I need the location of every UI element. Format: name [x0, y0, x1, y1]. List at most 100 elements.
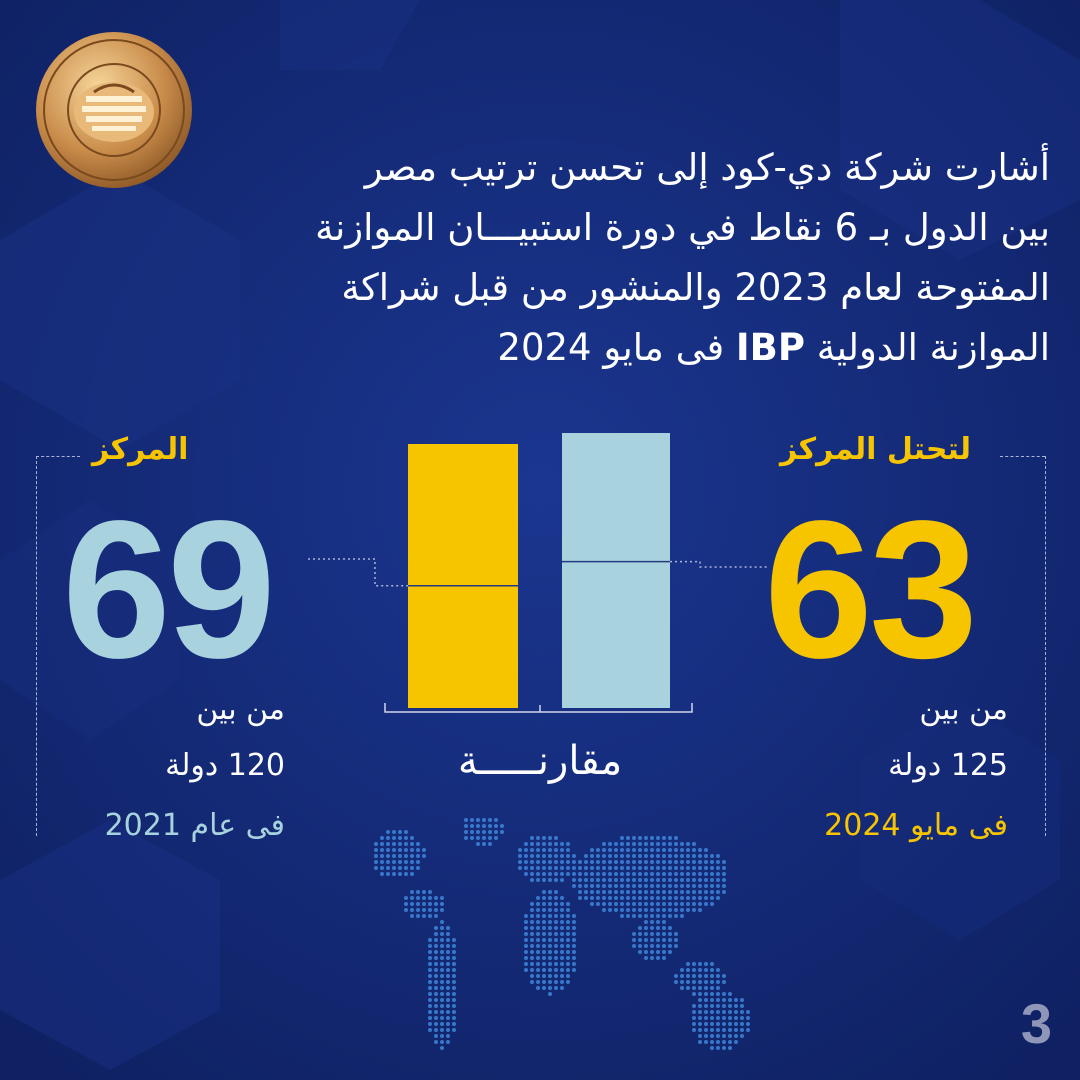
map-dot — [530, 878, 534, 882]
map-dot — [446, 1004, 450, 1008]
map-dot — [668, 890, 672, 894]
map-dot — [644, 836, 648, 840]
map-dot — [692, 1022, 696, 1026]
map-dot — [650, 932, 654, 936]
map-dot — [638, 932, 642, 936]
headline-line-4-start: الموازنة الدولية — [816, 326, 1050, 369]
map-dot — [398, 842, 402, 846]
map-dot — [440, 992, 444, 996]
map-dot — [410, 908, 414, 912]
map-dot — [710, 962, 714, 966]
map-dot — [488, 818, 492, 822]
map-dot — [602, 878, 606, 882]
map-dot — [542, 986, 546, 990]
map-dot — [530, 932, 534, 936]
map-dot — [398, 848, 402, 852]
map-dot — [440, 938, 444, 942]
map-dot — [608, 842, 612, 846]
map-dot — [656, 950, 660, 954]
map-dot — [566, 908, 570, 912]
map-dot — [542, 980, 546, 984]
map-dot — [722, 1040, 726, 1044]
map-dot — [524, 962, 528, 966]
map-dot — [656, 938, 660, 942]
map-dot — [722, 878, 726, 882]
map-dot — [446, 974, 450, 978]
map-dot — [452, 1016, 456, 1020]
map-dot — [722, 1004, 726, 1008]
map-dot — [404, 854, 408, 858]
map-dot — [590, 866, 594, 870]
map-dot — [686, 860, 690, 864]
map-dot — [626, 854, 630, 858]
map-dot — [446, 932, 450, 936]
map-dot — [548, 902, 552, 906]
map-dot — [602, 908, 606, 912]
map-dot — [656, 920, 660, 924]
map-dot — [692, 866, 696, 870]
map-dot — [440, 968, 444, 972]
map-dot — [602, 854, 606, 858]
map-dot — [542, 866, 546, 870]
map-dot — [680, 866, 684, 870]
map-dot — [386, 836, 390, 840]
map-dot — [596, 902, 600, 906]
map-dot — [710, 974, 714, 978]
map-dot — [620, 842, 624, 846]
map-dot — [452, 956, 456, 960]
map-dot — [434, 926, 438, 930]
map-dot — [704, 968, 708, 972]
map-dot — [638, 848, 642, 852]
map-dot — [656, 860, 660, 864]
map-dot — [644, 944, 648, 948]
map-dot — [374, 860, 378, 864]
map-dot — [662, 914, 666, 918]
map-dot — [536, 956, 540, 960]
map-dot — [626, 902, 630, 906]
map-dot — [656, 956, 660, 960]
map-dot — [440, 1034, 444, 1038]
map-dot — [740, 1016, 744, 1020]
map-dot — [692, 848, 696, 852]
map-dot — [584, 860, 588, 864]
map-dot — [572, 920, 576, 924]
map-dot — [668, 902, 672, 906]
map-dot — [740, 1004, 744, 1008]
connector-right — [670, 560, 768, 568]
map-dot — [542, 842, 546, 846]
map-dot — [560, 896, 564, 900]
map-dot — [704, 854, 708, 858]
map-dot — [446, 962, 450, 966]
map-dot — [554, 944, 558, 948]
map-dot — [716, 992, 720, 996]
map-dot — [434, 908, 438, 912]
map-dot — [632, 872, 636, 876]
map-dot — [716, 1034, 720, 1038]
map-dot — [464, 836, 468, 840]
map-dot — [584, 872, 588, 876]
map-dot — [698, 1040, 702, 1044]
map-dot — [542, 920, 546, 924]
map-dot — [710, 1016, 714, 1020]
map-dot — [626, 842, 630, 846]
map-dot — [698, 992, 702, 996]
map-dot — [656, 866, 660, 870]
map-dot — [548, 854, 552, 858]
map-dot — [428, 1022, 432, 1026]
map-dot — [548, 872, 552, 876]
map-dot — [452, 1022, 456, 1026]
map-dot — [644, 956, 648, 960]
map-dot — [578, 878, 582, 882]
map-dot — [590, 860, 594, 864]
map-dot — [428, 998, 432, 1002]
map-dot — [680, 980, 684, 984]
map-dot — [716, 1022, 720, 1026]
headline-line-4: الموازنة الدولية IBP فى مايو 2024 — [150, 318, 1050, 378]
map-dot — [452, 1028, 456, 1032]
map-dot — [638, 842, 642, 846]
headline-line-3: المفتوحة لعام 2023 والمنشور من قبل شراكة — [341, 266, 1050, 309]
map-dot — [446, 1028, 450, 1032]
map-dot — [638, 908, 642, 912]
map-dot — [722, 992, 726, 996]
